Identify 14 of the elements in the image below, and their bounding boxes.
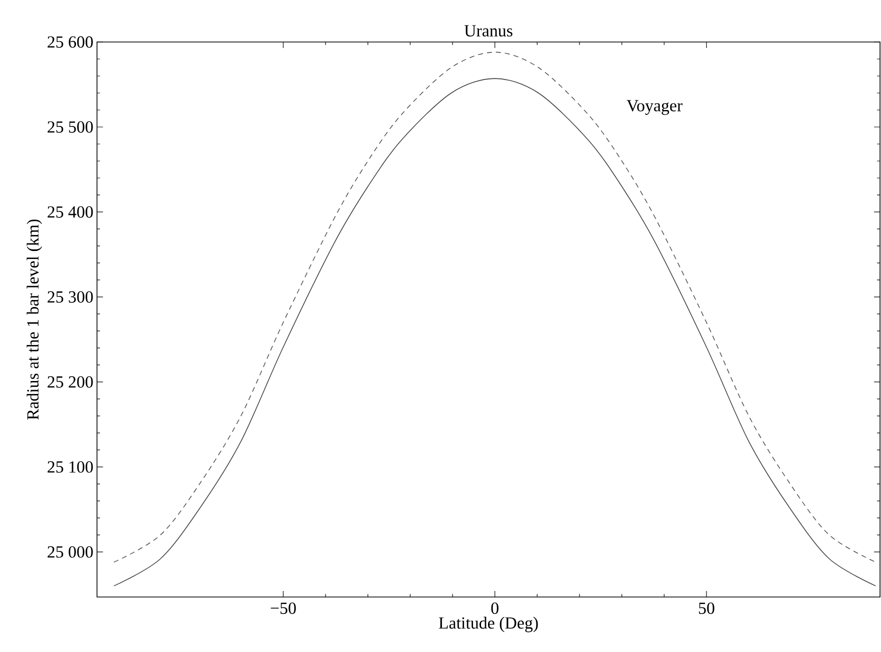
y-tick-label: 25 500 xyxy=(48,121,93,133)
y-tick-label: 25 200 xyxy=(48,376,93,388)
y-tick-label: 25 000 xyxy=(48,546,93,558)
annotation: Voyager xyxy=(626,100,682,115)
y-tick-label: 25 300 xyxy=(48,291,93,303)
x-axis-title: Latitude (Deg) xyxy=(438,616,538,632)
y-tick-label: 25 100 xyxy=(48,461,93,473)
chart-title: Uranus xyxy=(464,25,512,37)
x-tick-label: 0 xyxy=(491,602,498,614)
x-tick-label: 50 xyxy=(699,602,714,614)
y-tick-label: 25 600 xyxy=(48,36,93,48)
y-tick-label: 25 400 xyxy=(48,206,93,218)
x-tick-label: −50 xyxy=(270,602,296,614)
y-axis-title: Radius at the 1 bar level (km) xyxy=(26,220,42,420)
